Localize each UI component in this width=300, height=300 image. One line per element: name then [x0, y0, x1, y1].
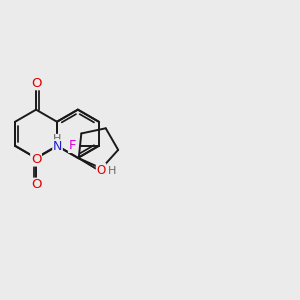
Text: H: H [108, 167, 116, 176]
Text: F: F [69, 140, 76, 152]
Text: O: O [96, 164, 106, 176]
Text: O: O [31, 153, 41, 166]
Text: O: O [31, 77, 41, 90]
Text: N: N [53, 140, 62, 153]
Text: O: O [31, 178, 42, 191]
Text: H: H [53, 134, 62, 144]
